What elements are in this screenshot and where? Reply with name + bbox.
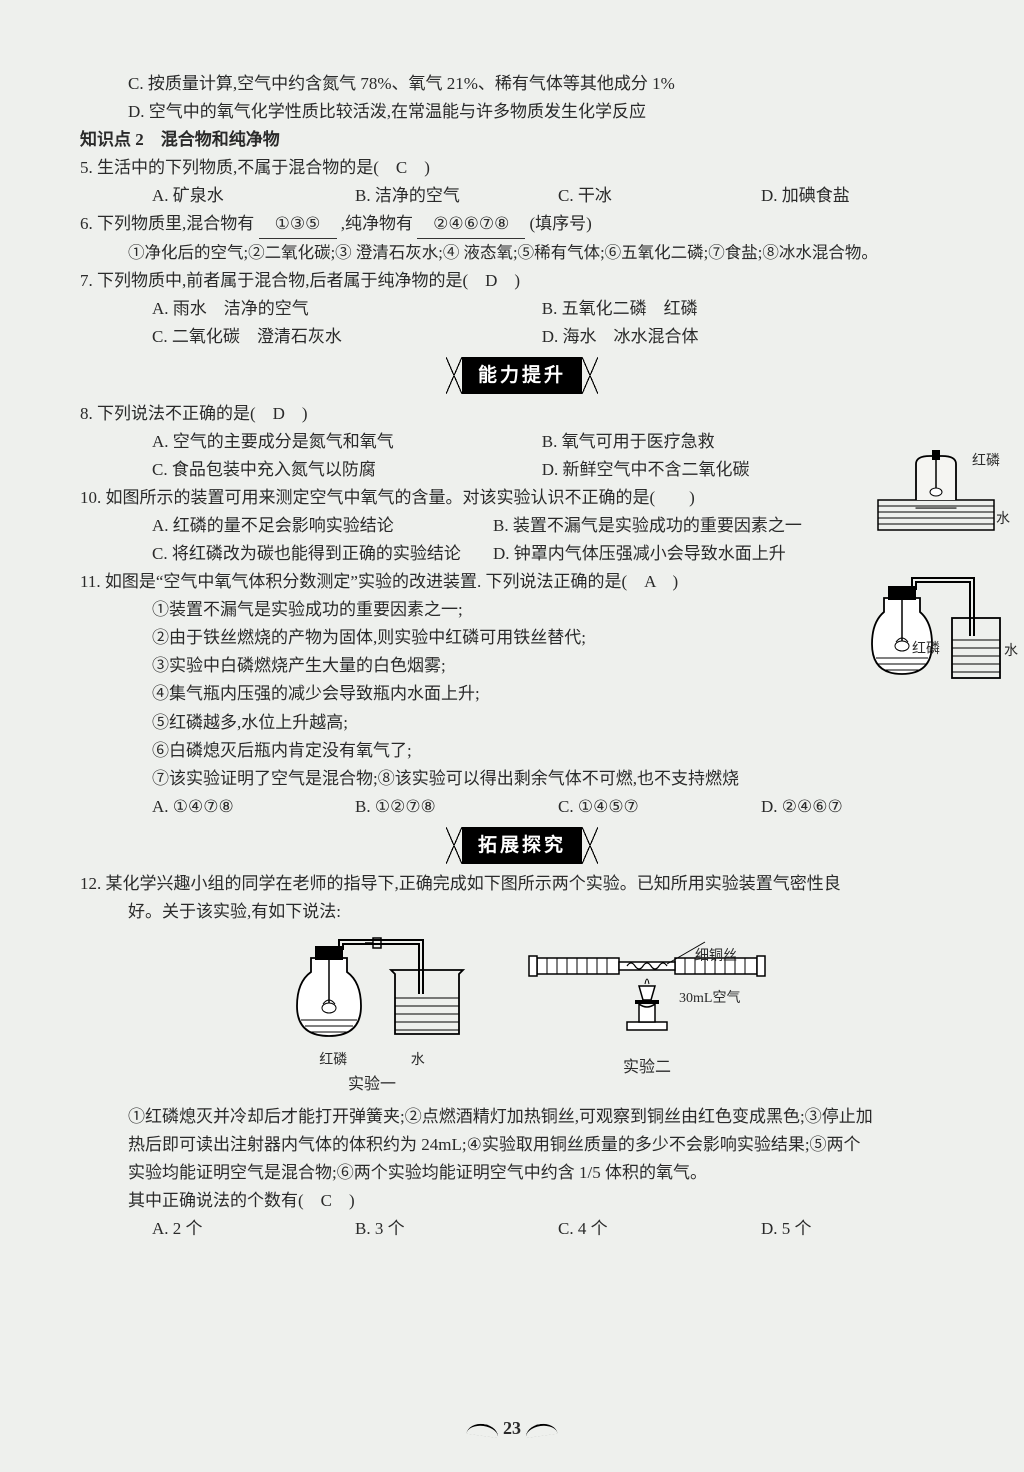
q12-fig1-red: 红磷 <box>319 1053 347 1068</box>
opt-d: D. 空气中的氧气化学性质比较活泼,在常温能与许多物质发生化学反应 <box>80 98 964 126</box>
q11-l2: ②由于铁丝燃烧的产物为固体,则实验中红磷可用铁丝替代; <box>80 624 964 652</box>
q12-a: A. 2 个 <box>152 1215 355 1243</box>
q11-block: 11. 如图是“空气中氧气体积分数测定”实验的改进装置. 下列说法正确的是( A… <box>80 568 964 820</box>
q5-options: A. 矿泉水 B. 洁净的空气 C. 干冰 D. 加碘食盐 <box>80 182 964 210</box>
q6-blank2: ②④⑥⑦⑧ <box>417 210 525 239</box>
q11-b: B. ①②⑦⑧ <box>355 793 558 821</box>
q12-options: A. 2 个 B. 3 个 C. 4 个 D. 5 个 <box>80 1215 964 1243</box>
banner-extend: 拓展探究 <box>80 827 964 864</box>
q11-fig-water: 水 <box>1004 640 1018 663</box>
q10-a: A. 红磷的量不足会影响实验结论 <box>152 512 493 540</box>
q10-row2: C. 将红磷改为碳也能得到正确的实验结论 D. 钟罩内气体压强减小会导致水面上升 <box>80 540 964 568</box>
q12-fig2-wire: 细铜丝 <box>695 945 737 968</box>
q12-fig2-air: 30mL空气 <box>679 987 740 1010</box>
q11-l4: ④集气瓶内压强的减少会导致瓶内水面上升; <box>80 680 964 708</box>
flask-beaker-icon <box>854 570 1004 690</box>
q8-b: B. 氧气可用于医疗急救 <box>542 428 932 456</box>
q11-d: D. ②④⑥⑦ <box>761 793 964 821</box>
q10-block: 10. 如图所示的装置可用来测定空气中氧气的含量。对该实验认识不正确的是( ) … <box>80 484 964 568</box>
q8-c: C. 食品包装中充入氮气以防腐 <box>152 456 542 484</box>
q11-l3: ③实验中白磷燃烧产生大量的白色烟雾; <box>80 652 964 680</box>
q12-fig1: 红磷 水 实验一 <box>277 934 467 1099</box>
q12-c: C. 4 个 <box>558 1215 761 1243</box>
q12-fig2-cap: 实验二 <box>527 1055 767 1081</box>
q12-fig2: 细铜丝 30mL空气 实验二 <box>527 934 767 1099</box>
q11-options: A. ①④⑦⑧ B. ①②⑦⑧ C. ①④⑤⑦ D. ②④⑥⑦ <box>80 793 964 821</box>
q12-fig1-cap: 实验一 <box>277 1072 467 1098</box>
q8-row1: A. 空气的主要成分是氮气和氧气 B. 氧气可用于医疗急救 <box>80 428 964 456</box>
q10-stem: 10. 如图所示的装置可用来测定空气中氧气的含量。对该实验认识不正确的是( ) <box>80 484 964 512</box>
q5-stem: 5. 生活中的下列物质,不属于混合物的是( C ) <box>80 154 964 182</box>
q11-l5: ⑤红磷越多,水位上升越高; <box>80 709 964 737</box>
q7-row2: C. 二氧化碳 澄清石灰水 D. 海水 冰水混合体 <box>80 323 964 351</box>
q7-c: C. 二氧化碳 澄清石灰水 <box>152 323 542 351</box>
q10-fig-water: 水 <box>996 508 1010 531</box>
q12-d: D. 5 个 <box>761 1215 964 1243</box>
q7-b: B. 五氧化二磷 红磷 <box>542 295 932 323</box>
q11-stem: 11. 如图是“空气中氧气体积分数测定”实验的改进装置. 下列说法正确的是( A… <box>80 568 964 596</box>
q11-l6: ⑥白磷熄灭后瓶内肯定没有氧气了; <box>80 737 964 765</box>
q5-a: A. 矿泉水 <box>152 182 355 210</box>
q5-b: B. 洁净的空气 <box>355 182 558 210</box>
q10-fig-red: 红磷 <box>972 450 1000 473</box>
q12-b: B. 3 个 <box>355 1215 558 1243</box>
q8-row2: C. 食品包装中充入氮气以防腐 D. 新鲜空气中不含二氧化碳 <box>80 456 964 484</box>
q12-stem2: 好。关于该实验,有如下说法: <box>80 898 964 926</box>
q6-stem: 6. 下列物质里,混合物有 ①③⑤ ,纯净物有 ②④⑥⑦⑧ (填序号) <box>80 210 964 239</box>
q10-b: B. 装置不漏气是实验成功的重要因素之一 <box>493 512 883 540</box>
q12-figures: 红磷 水 实验一 <box>80 934 964 1099</box>
q7-a: A. 雨水 洁净的空气 <box>152 295 542 323</box>
knowledge-point-2: 知识点 2 混合物和纯净物 <box>80 126 964 154</box>
q6-blank1: ①③⑤ <box>259 210 337 239</box>
q8-a: A. 空气的主要成分是氮气和氧气 <box>152 428 542 456</box>
banner-ability: 能力提升 <box>80 357 964 394</box>
q11-l7: ⑦该实验证明了空气是混合物;⑧该实验可以得出剩余气体不可燃,也不支持燃烧 <box>80 765 964 793</box>
q8-d: D. 新鲜空气中不含二氧化碳 <box>542 456 932 484</box>
q11-c: C. ①④⑤⑦ <box>558 793 761 821</box>
q7-d: D. 海水 冰水混合体 <box>542 323 932 351</box>
q11-l1: ①装置不漏气是实验成功的重要因素之一; <box>80 596 964 624</box>
q8-stem: 8. 下列说法不正确的是( D ) <box>80 400 964 428</box>
q11-fig-red: 红磷 <box>912 638 940 661</box>
q11-figure: 红磷 水 <box>854 570 1004 690</box>
page-number: 23 <box>503 1414 521 1444</box>
page: C. 按质量计算,空气中约含氮气 78%、氧气 21%、稀有气体等其他成分 1%… <box>0 0 1024 1472</box>
q12-p1: ①红磷熄灭并冷却后才能打开弹簧夹;②点燃酒精灯加热铜丝,可观察到铜丝由红色变成黑… <box>80 1103 964 1131</box>
q10-d: D. 钟罩内气体压强减小会导致水面上升 <box>493 540 883 568</box>
q11-a: A. ①④⑦⑧ <box>152 793 355 821</box>
q5-c: C. 干冰 <box>558 182 761 210</box>
q12-stem1: 12. 某化学兴趣小组的同学在老师的指导下,正确完成如下图所示两个实验。已知所用… <box>80 870 964 898</box>
q10-row1: A. 红磷的量不足会影响实验结论 B. 装置不漏气是实验成功的重要因素之一 <box>80 512 964 540</box>
q12-ask: 其中正确说法的个数有( C ) <box>80 1187 964 1215</box>
q12-p2: 热后即可读出注射器内气体的体积约为 24mL;④实验取用铜丝质量的多少不会影响实… <box>80 1131 964 1159</box>
experiment1-icon <box>277 934 467 1044</box>
q12-fig1-water: 水 <box>411 1053 425 1068</box>
q10-figure: 红磷 水 <box>876 450 996 532</box>
q6-list: ①净化后的空气;②二氧化碳;③ 澄清石灰水;④ 液态氧;⑤稀有气体;⑥五氧化二磷… <box>80 239 964 266</box>
q5-d: D. 加碘食盐 <box>761 182 964 210</box>
q7-stem: 7. 下列物质中,前者属于混合物,后者属于纯净物的是( D ) <box>80 267 964 295</box>
q7-row1: A. 雨水 洁净的空气 B. 五氧化二磷 红磷 <box>80 295 964 323</box>
q12-p3: 实验均能证明空气是混合物;⑥两个实验均能证明空气中约含 1/5 体积的氧气。 <box>80 1159 964 1187</box>
q10-c: C. 将红磷改为碳也能得到正确的实验结论 <box>152 540 493 568</box>
opt-c: C. 按质量计算,空气中约含氮气 78%、氧气 21%、稀有气体等其他成分 1% <box>80 70 964 98</box>
